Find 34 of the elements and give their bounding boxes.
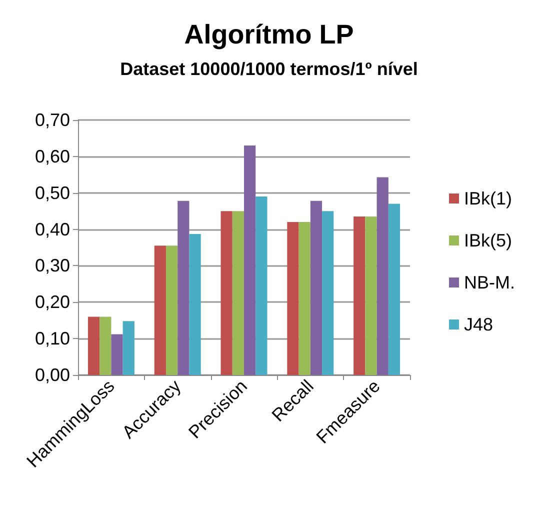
bar [388, 204, 400, 375]
y-tick-label: 0,00 [34, 365, 70, 385]
bar [322, 211, 334, 375]
bar [122, 321, 134, 375]
y-tick-label: 0,70 [34, 110, 70, 130]
y-tick-label: 0,60 [34, 146, 70, 166]
bar [256, 196, 268, 375]
bar [376, 177, 388, 375]
bar [287, 222, 299, 375]
y-tick-label: 0,40 [34, 219, 70, 240]
bar [220, 211, 232, 375]
bar [189, 234, 201, 375]
y-tick-label: 0,10 [34, 328, 70, 349]
bar [178, 200, 190, 375]
chart-subtitle: Dataset 10000/1000 termos/1º nível [120, 59, 418, 79]
y-tick-label: 0,30 [34, 256, 70, 276]
legend-label: NB-M. [464, 272, 516, 292]
bar [354, 216, 366, 375]
legend-label: IBk(1) [464, 188, 512, 208]
bar [111, 334, 123, 375]
legend-label: J48 [464, 314, 494, 334]
bar [166, 246, 178, 375]
y-tick-label: 0,20 [34, 292, 70, 312]
legend-label: IBk(5) [464, 230, 512, 250]
bar [365, 216, 377, 375]
bar [232, 211, 244, 375]
bar [88, 316, 100, 375]
bar [298, 222, 310, 375]
chart-title: Algorítmo LP [184, 20, 354, 50]
bar [310, 200, 322, 375]
bar [244, 146, 256, 375]
y-tick-label: 0,50 [34, 182, 70, 203]
bar [154, 246, 166, 375]
bar [100, 316, 112, 375]
